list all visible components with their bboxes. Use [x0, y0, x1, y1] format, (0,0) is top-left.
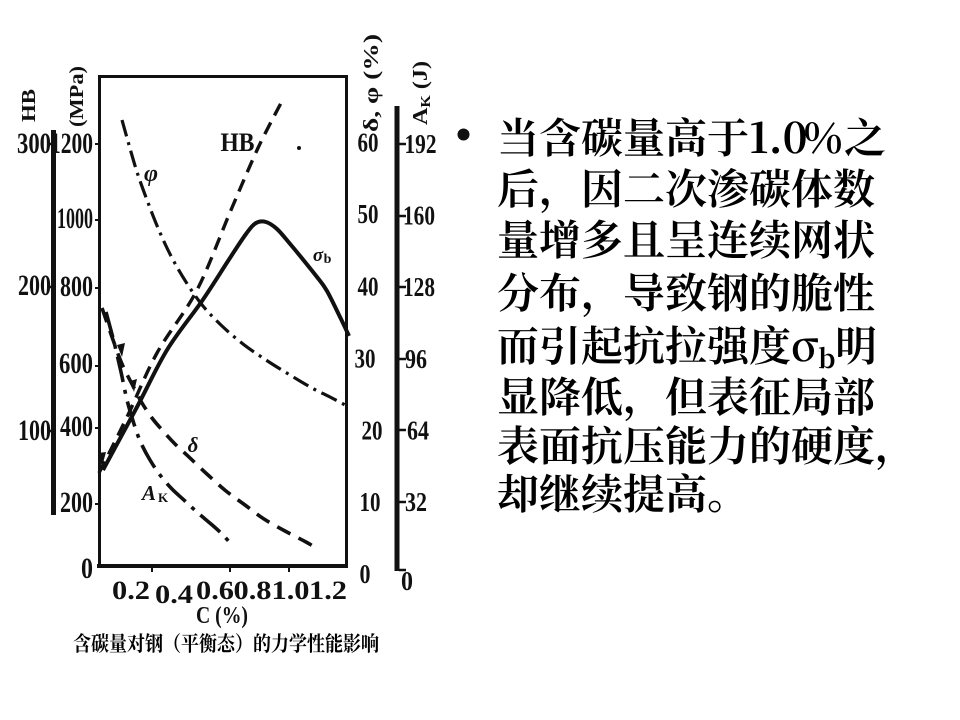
svg-text:HB: HB [221, 128, 255, 157]
svg-text:0: 0 [81, 552, 93, 585]
svg-text:C (%): C (%) [196, 603, 248, 629]
svg-text:0.4: 0.4 [155, 580, 193, 609]
svg-text:δ, φ (%): δ, φ (%) [359, 34, 383, 132]
svg-text:300: 300 [17, 127, 51, 160]
svg-text:σ: σ [313, 245, 324, 266]
svg-text:φ: φ [144, 161, 158, 187]
svg-text:20: 20 [362, 416, 383, 446]
svg-text:1000: 1000 [57, 202, 93, 235]
svg-text:96: 96 [405, 344, 427, 374]
svg-text:b: b [324, 252, 332, 267]
svg-text:A: A [140, 481, 156, 505]
svg-text:HB: HB [18, 89, 40, 122]
svg-text:128: 128 [403, 272, 435, 302]
svg-text:200: 200 [60, 486, 93, 519]
svg-text:160: 160 [403, 201, 435, 231]
svg-text:200: 200 [18, 269, 51, 302]
svg-text:1.0: 1.0 [272, 576, 310, 605]
svg-text:0: 0 [401, 566, 413, 596]
svg-text:400: 400 [60, 410, 93, 443]
svg-text:0.2: 0.2 [112, 576, 150, 605]
svg-text:60: 60 [358, 128, 379, 158]
svg-text:32: 32 [405, 487, 427, 517]
svg-text:0: 0 [360, 559, 371, 589]
svg-text:(MPa): (MPa) [66, 66, 88, 127]
svg-text:δ: δ [188, 433, 199, 457]
svg-text:40: 40 [358, 272, 379, 302]
svg-text:64: 64 [407, 416, 429, 446]
svg-text:50: 50 [358, 199, 379, 229]
svg-text:30: 30 [355, 344, 376, 374]
svg-text:0.8: 0.8 [234, 576, 272, 605]
svg-text:100: 100 [18, 414, 51, 447]
svg-text:0.6: 0.6 [196, 576, 234, 605]
svg-text:192: 192 [405, 129, 437, 159]
svg-text:1200: 1200 [50, 127, 93, 160]
svg-text:600: 600 [59, 347, 93, 380]
svg-text:800: 800 [60, 270, 93, 303]
svg-text:1.2: 1.2 [309, 576, 347, 605]
svg-text:10: 10 [360, 487, 381, 517]
svg-text:K: K [158, 490, 169, 505]
svg-text:AK (J): AK (J) [408, 61, 434, 125]
